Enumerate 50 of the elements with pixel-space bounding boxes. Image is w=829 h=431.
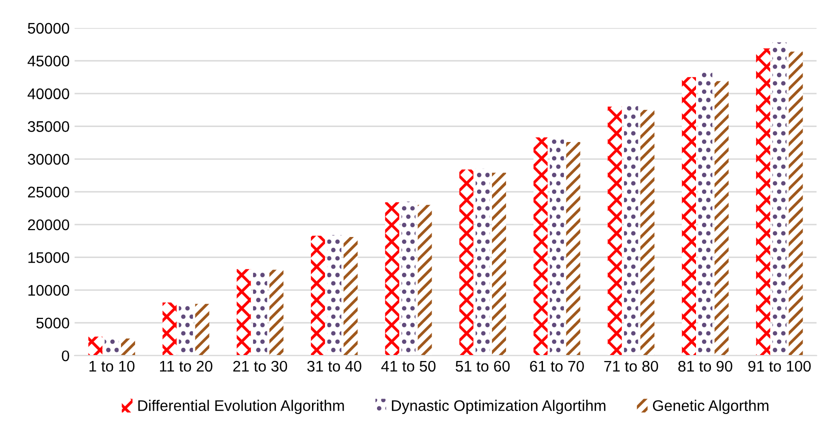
bar	[162, 302, 177, 356]
x-tick-label: 11 to 20	[160, 360, 212, 372]
bar	[236, 269, 251, 356]
y-tick-label: 35000	[28, 121, 70, 132]
bar	[327, 235, 342, 356]
y-tick-label: 40000	[28, 88, 70, 100]
bar	[492, 172, 506, 356]
y-tick-label: 25000	[28, 186, 70, 198]
x-tick-label: 71 to 80	[604, 360, 658, 372]
bar	[698, 72, 712, 356]
y-tick-label: 50000	[28, 22, 70, 34]
bar	[344, 237, 358, 356]
y-tick-label: 45000	[28, 56, 70, 66]
bar	[310, 236, 326, 356]
bar	[624, 104, 638, 356]
y-tick-label: 20000	[28, 219, 70, 230]
bar	[608, 106, 622, 356]
x-tick-label: 91 to 100	[748, 360, 811, 372]
bar	[385, 202, 400, 356]
bar	[772, 42, 787, 356]
bar	[788, 52, 803, 356]
x-tick-label: 41 to 50	[381, 360, 436, 372]
bar	[418, 204, 432, 356]
y-tick-label: 0	[62, 350, 70, 362]
x-tick-label: 51 to 60	[456, 360, 510, 372]
legend-label: Genetic Algorthm	[652, 400, 768, 414]
x-tick-label: 21 to 30	[233, 360, 288, 372]
bar	[534, 137, 548, 356]
bar	[756, 48, 770, 356]
legend-label: Dynastic Optimization Algortihm	[392, 400, 606, 414]
y-tick-label: 10000	[28, 284, 70, 296]
x-tick-label: 61 to 70	[530, 360, 584, 372]
bar	[682, 77, 696, 356]
bar	[566, 142, 580, 356]
bar	[88, 336, 102, 356]
bar	[269, 270, 284, 356]
x-tick-label: 81 to 90	[678, 360, 732, 372]
bar	[459, 170, 474, 356]
bar	[714, 81, 729, 356]
x-tick-label: 31 to 40	[307, 360, 362, 372]
bar	[195, 304, 210, 356]
y-tick-label: 15000	[28, 252, 70, 263]
bar	[401, 202, 416, 356]
bar	[120, 338, 136, 356]
x-tick-label: 1 to 10	[90, 360, 134, 372]
y-tick-label: 30000	[28, 154, 70, 165]
legend-label: Differential Evolution Algorithm	[138, 400, 344, 414]
bar	[640, 110, 654, 356]
y-tick-label: 5000	[36, 318, 70, 329]
bar	[476, 168, 490, 356]
